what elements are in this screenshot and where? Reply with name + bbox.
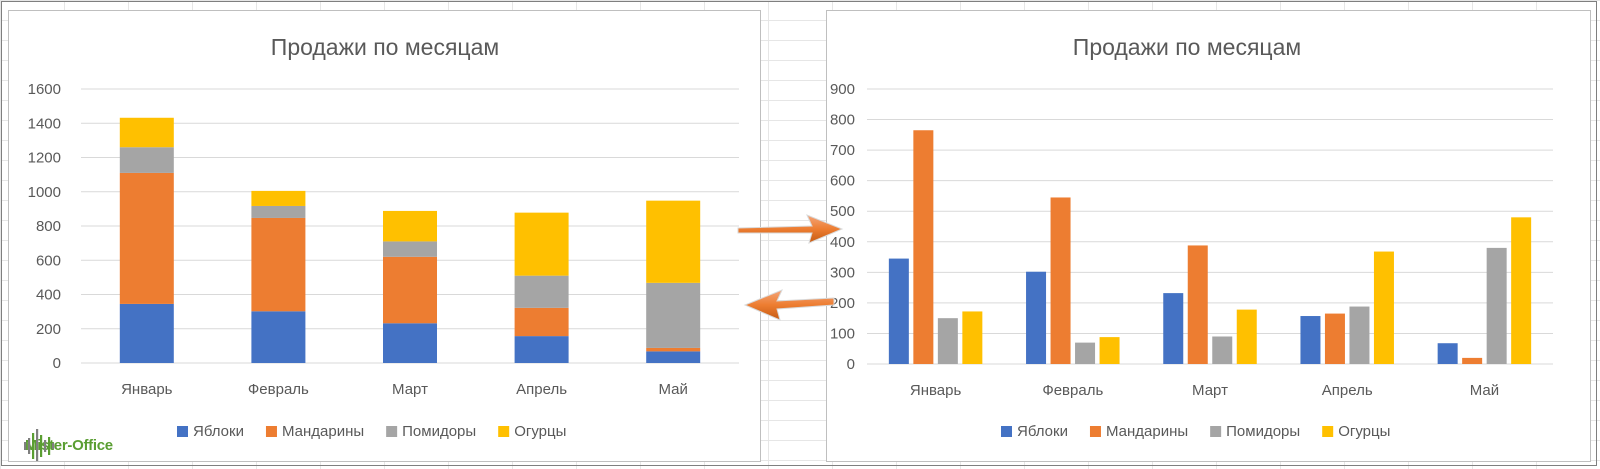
y-tick-label: 300 (830, 264, 855, 281)
legend-label-tangerines[interactable]: Мандарины (1106, 423, 1188, 440)
y-tick-label: 400 (36, 287, 61, 304)
bar-cucumbers-april[interactable] (514, 212, 569, 276)
y-tick-label: 600 (36, 252, 61, 269)
y-tick-label: 200 (830, 295, 855, 312)
x-category-label-february: Февраль (248, 381, 309, 398)
y-tick-label: 100 (830, 325, 855, 342)
y-tick-label: 1600 (28, 81, 61, 98)
x-category-label-january: Январь (910, 382, 962, 399)
bar-tangerines-february[interactable] (251, 217, 306, 312)
legend-swatch-tangerines (1089, 426, 1101, 437)
bar-apples-may[interactable] (646, 351, 701, 363)
x-category-label-february: Февраль (1042, 382, 1103, 399)
bar-tomatoes-april[interactable] (1349, 306, 1370, 364)
y-tick-label: 1400 (28, 115, 61, 132)
y-tick-label: 900 (830, 81, 855, 98)
bar-apples-february[interactable] (1026, 271, 1047, 364)
logo-text: Mister-Office (25, 436, 113, 454)
legend-swatch-cucumbers (498, 426, 510, 437)
y-tick-label: 400 (830, 234, 855, 251)
y-tick-label: 700 (830, 142, 855, 159)
legend-swatch-tomatoes (1210, 426, 1222, 437)
x-category-label-march: Март (392, 381, 428, 398)
x-category-label-march: Март (1192, 382, 1228, 399)
clustered-column-chart-svg: Продажи по месяцам 0 100 200 300 400 500 600 700… (830, 34, 1553, 440)
stacked-column-chart-svg: Продажи по месяцам 0 200 400 600 800 1000 1200 1… (28, 34, 739, 440)
y-tick-label: 800 (36, 218, 61, 235)
bar-tangerines-february[interactable] (1050, 197, 1071, 364)
y-tick-label: 600 (830, 173, 855, 190)
y-tick-label: 0 (847, 356, 855, 373)
bar-cucumbers-march[interactable] (383, 210, 437, 242)
y-tick-label: 800 (830, 112, 855, 129)
legend-label-cucumbers[interactable]: Огурцы (1338, 423, 1390, 440)
bar-tangerines-april[interactable] (1324, 313, 1345, 364)
bar-tomatoes-april[interactable] (514, 275, 569, 308)
bar-cucumbers-may[interactable] (646, 200, 701, 283)
bar-tomatoes-february[interactable] (1075, 342, 1096, 364)
bar-cucumbers-february[interactable] (1099, 337, 1120, 364)
chart-title: Продажи по месяцам (271, 34, 499, 60)
logo-waveform-icon (24, 429, 55, 461)
bar-tomatoes-march[interactable] (1212, 336, 1233, 365)
stacked-column-chart[interactable]: Продажи по месяцам 0 200 400 600 800 1000 1200 1… (8, 10, 761, 462)
bar-cucumbers-may[interactable] (1511, 217, 1532, 364)
legend-label-tomatoes[interactable]: Помидоры (1226, 423, 1300, 440)
bar-tangerines-may[interactable] (646, 347, 701, 352)
legend-label-cucumbers[interactable]: Огурцы (514, 423, 566, 440)
x-category-label-april: Апрель (1322, 382, 1373, 399)
bar-tomatoes-january[interactable] (119, 147, 174, 173)
y-tick-label: 1200 (28, 150, 61, 167)
x-category-label-april: Апрель (516, 381, 567, 398)
legend-swatch-tomatoes (386, 426, 398, 437)
bar-tomatoes-march[interactable] (383, 241, 437, 257)
legend-label-apples[interactable]: Яблоки (1017, 423, 1068, 440)
bar-tangerines-april[interactable] (514, 307, 569, 337)
x-category-label-may: Май (1470, 382, 1499, 399)
bar-tangerines-january[interactable] (913, 130, 934, 364)
bar-tomatoes-january[interactable] (937, 318, 958, 364)
bar-tangerines-march[interactable] (383, 256, 437, 324)
legend-label-apples[interactable]: Яблоки (193, 423, 244, 440)
legend: Яблоки Мандарины Помидоры Огурцы (177, 423, 566, 440)
bar-cucumbers-january[interactable] (962, 311, 983, 364)
y-tick-label: 500 (830, 203, 855, 220)
bar-tomatoes-may[interactable] (646, 282, 701, 348)
y-tick-label: 1000 (28, 184, 61, 201)
x-category-label-may: Май (659, 381, 688, 398)
legend: Яблоки Мандарины Помидоры Огурцы (1001, 423, 1390, 440)
bar-tangerines-march[interactable] (1187, 245, 1208, 364)
bar-apples-january[interactable] (119, 303, 174, 363)
legend-swatch-cucumbers (1322, 426, 1334, 437)
bar-apples-february[interactable] (251, 311, 306, 363)
bar-apples-april[interactable] (514, 336, 569, 363)
bar-apples-march[interactable] (1163, 293, 1184, 364)
y-tick-label: 0 (53, 355, 61, 372)
bar-cucumbers-march[interactable] (1236, 309, 1257, 364)
bar-tangerines-january[interactable] (119, 172, 174, 304)
y-tick-label: 200 (36, 321, 61, 338)
legend-swatch-apples (1001, 426, 1012, 437)
bar-tomatoes-may[interactable] (1486, 247, 1507, 364)
legend-swatch-apples (177, 426, 188, 437)
legend-swatch-tangerines (265, 426, 277, 437)
mister-office-logo: Mister-Office (23, 428, 113, 462)
clustered-column-chart[interactable]: Продажи по месяцам 0 100 200 300 400 500 600 700… (826, 10, 1591, 462)
legend-label-tomatoes[interactable]: Помидоры (402, 423, 476, 440)
chart-title: Продажи по месяцам (1073, 34, 1301, 60)
bar-cucumbers-january[interactable] (119, 117, 174, 148)
bar-tomatoes-february[interactable] (251, 205, 306, 218)
bar-apples-april[interactable] (1300, 316, 1321, 364)
bar-cucumbers-april[interactable] (1373, 251, 1394, 364)
bar-cucumbers-february[interactable] (251, 190, 306, 206)
bar-apples-may[interactable] (1437, 343, 1458, 364)
x-category-label-january: Январь (121, 381, 173, 398)
bar-apples-january[interactable] (888, 258, 909, 364)
bar-apples-march[interactable] (383, 323, 437, 363)
legend-label-tangerines[interactable]: Мандарины (282, 423, 364, 440)
bar-tangerines-may[interactable] (1462, 357, 1483, 364)
